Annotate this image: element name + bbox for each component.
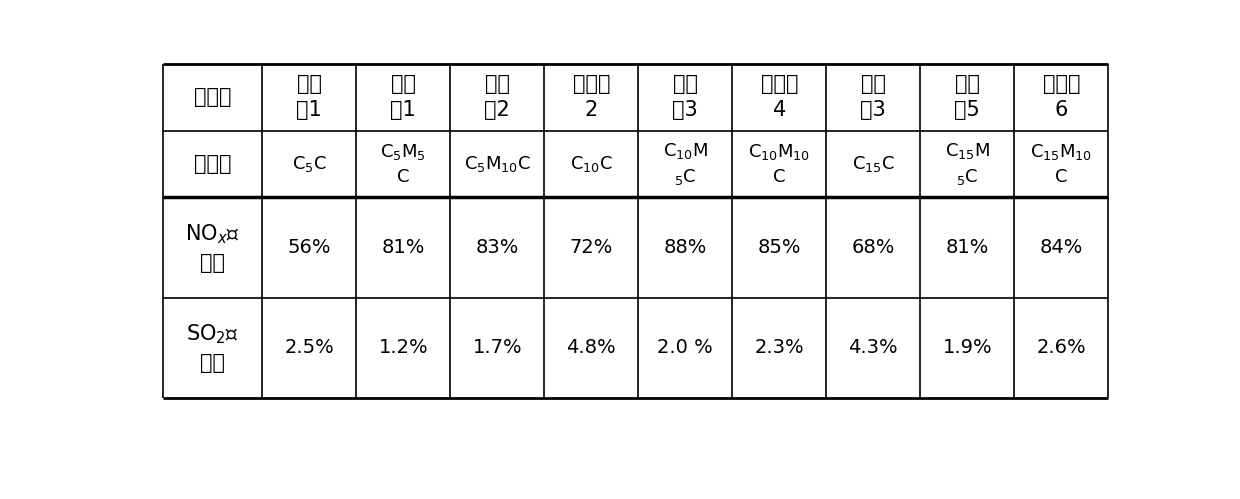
Text: 81%: 81% (382, 238, 425, 257)
Text: C$_{15}$M
$_5$C: C$_{15}$M $_5$C (945, 141, 990, 187)
Text: 81%: 81% (946, 238, 990, 257)
Text: 1.7%: 1.7% (472, 338, 522, 357)
Text: 56%: 56% (288, 238, 331, 257)
Text: 2.5%: 2.5% (284, 338, 335, 357)
Text: C$_5$M$_{10}$C: C$_5$M$_{10}$C (464, 154, 531, 174)
Text: C$_{15}$M$_{10}$
C: C$_{15}$M$_{10}$ C (1030, 142, 1092, 186)
Text: 84%: 84% (1039, 238, 1083, 257)
Text: 2.0 %: 2.0 % (657, 338, 713, 357)
Text: 68%: 68% (852, 238, 895, 257)
Text: 83%: 83% (476, 238, 520, 257)
Text: C$_5$C: C$_5$C (291, 154, 327, 174)
Text: 85%: 85% (758, 238, 801, 257)
Text: 实施
例2: 实施 例2 (485, 74, 510, 120)
Text: 72%: 72% (569, 238, 613, 257)
Text: 2.6%: 2.6% (1037, 338, 1086, 357)
Text: 2.3%: 2.3% (754, 338, 805, 357)
Text: 实施
例1: 实施 例1 (391, 74, 417, 120)
Text: C$_{10}$M
$_5$C: C$_{10}$M $_5$C (663, 141, 708, 187)
Text: 4.8%: 4.8% (567, 338, 616, 357)
Text: 实施例
6: 实施例 6 (1043, 74, 1080, 120)
Text: 88%: 88% (663, 238, 707, 257)
Text: 对比例
2: 对比例 2 (573, 74, 610, 120)
Text: NO$_x$还
原率: NO$_x$还 原率 (185, 223, 239, 272)
Text: 实施
例3: 实施 例3 (672, 74, 698, 120)
Text: 1.2%: 1.2% (378, 338, 428, 357)
Text: 4.3%: 4.3% (848, 338, 898, 357)
Text: C$_{10}$M$_{10}$
C: C$_{10}$M$_{10}$ C (748, 142, 811, 186)
Text: 实施例: 实施例 (193, 87, 232, 107)
Text: C$_{10}$C: C$_{10}$C (570, 154, 613, 174)
Text: C$_5$M$_5$
C: C$_5$M$_5$ C (381, 142, 427, 186)
Text: 对比
例3: 对比 例3 (861, 74, 887, 120)
Text: 对比
例1: 对比 例1 (296, 74, 322, 120)
Text: 实施例
4: 实施例 4 (760, 74, 799, 120)
Text: 催化剂: 催化剂 (193, 154, 232, 174)
Text: SO$_2$氧
化率: SO$_2$氧 化率 (186, 323, 239, 373)
Text: C$_{15}$C: C$_{15}$C (852, 154, 895, 174)
Text: 1.9%: 1.9% (942, 338, 992, 357)
Text: 实施
例5: 实施 例5 (955, 74, 980, 120)
